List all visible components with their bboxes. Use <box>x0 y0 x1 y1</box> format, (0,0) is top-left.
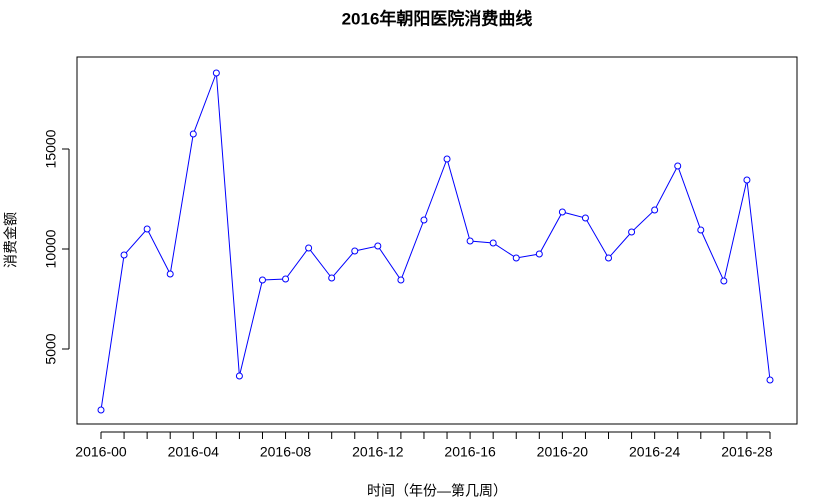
point <box>258 276 266 284</box>
point <box>374 242 382 250</box>
x-tick-label: 2016-20 <box>537 444 589 460</box>
point <box>143 225 151 233</box>
point <box>674 162 682 170</box>
point <box>420 216 428 224</box>
y-axis-label: 消费金额 <box>3 212 19 268</box>
x-tick-label: 2016-00 <box>75 444 127 460</box>
x-tick-label: 2016-04 <box>168 444 220 460</box>
point <box>212 69 220 77</box>
point <box>605 254 613 262</box>
point <box>328 274 336 282</box>
point <box>282 275 290 283</box>
x-tick-label: 2016-24 <box>629 444 681 460</box>
x-axis-label: 时间（年份—第几周） <box>367 483 507 499</box>
point <box>651 206 659 214</box>
point <box>351 247 359 255</box>
y-tick-label: 5000 <box>43 333 59 364</box>
x-tick-label: 2016-08 <box>260 444 312 460</box>
chart-title: 2016年朝阳医院消费曲线 <box>342 8 533 28</box>
point <box>305 244 313 252</box>
point <box>489 239 497 247</box>
x-tick-label: 2016-12 <box>352 444 404 460</box>
line <box>100 72 771 411</box>
point <box>512 254 520 262</box>
y-tick-label: 15000 <box>43 129 59 168</box>
point <box>466 237 474 245</box>
point <box>443 155 451 163</box>
x-tick-label: 2016-28 <box>721 444 773 460</box>
point <box>397 276 405 284</box>
point <box>628 228 636 236</box>
point <box>166 270 174 278</box>
point <box>189 130 197 138</box>
point <box>97 406 105 414</box>
point <box>581 214 589 222</box>
point <box>697 226 705 234</box>
point <box>766 376 774 384</box>
point <box>235 372 243 380</box>
point <box>558 208 566 216</box>
plot-frame <box>76 56 798 425</box>
y-tick-label: 10000 <box>43 229 59 268</box>
x-tick-label: 2016-16 <box>444 444 496 460</box>
point <box>120 251 128 259</box>
point <box>720 277 728 285</box>
point <box>535 250 543 258</box>
point <box>743 176 751 184</box>
